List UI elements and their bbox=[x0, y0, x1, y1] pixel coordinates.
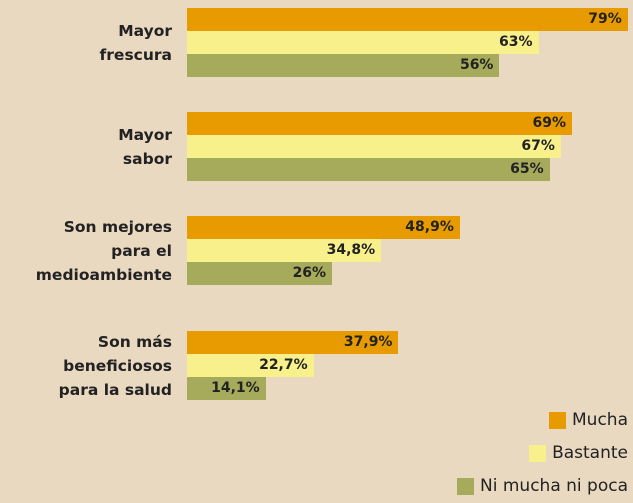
value-label: 69% bbox=[532, 115, 567, 131]
value-label: 79% bbox=[588, 11, 622, 27]
legend-label: Bastante bbox=[552, 443, 628, 463]
bar bbox=[187, 8, 628, 31]
bar bbox=[187, 31, 539, 54]
legend-swatch bbox=[457, 477, 475, 495]
bar bbox=[187, 377, 266, 400]
value-label: 56% bbox=[459, 57, 494, 73]
legend-label: Ni mucha ni poca bbox=[480, 476, 628, 496]
bar bbox=[187, 262, 333, 285]
value-label: 34,8% bbox=[326, 242, 376, 258]
value-label: 26% bbox=[292, 265, 327, 281]
value-label: 22,7% bbox=[259, 357, 308, 373]
category-label: Son más beneficiosos para la salud bbox=[58, 332, 172, 399]
value-label: 63% bbox=[499, 34, 533, 50]
bar bbox=[187, 135, 561, 158]
value-label: 65% bbox=[510, 161, 544, 177]
category-label: Mayor frescura bbox=[99, 21, 172, 64]
bar bbox=[187, 216, 460, 239]
bar bbox=[187, 54, 500, 77]
category-label: Son mejores para el medioambiente bbox=[35, 217, 172, 284]
bar bbox=[187, 112, 573, 135]
bar bbox=[187, 331, 399, 354]
bar bbox=[187, 158, 550, 181]
bar bbox=[187, 239, 382, 262]
legend-item: Mucha bbox=[549, 410, 628, 430]
legend-label: Mucha bbox=[572, 410, 628, 430]
value-label: 14,1% bbox=[211, 380, 260, 396]
value-label: 37,9% bbox=[343, 334, 393, 350]
value-label: 67% bbox=[521, 138, 555, 154]
legend-swatch bbox=[529, 444, 547, 462]
bar bbox=[187, 354, 314, 377]
legend-swatch bbox=[549, 411, 567, 429]
category-label: Mayor sabor bbox=[118, 125, 172, 168]
legend-item: Ni mucha ni poca bbox=[457, 476, 628, 496]
value-label: 48,9% bbox=[405, 219, 454, 235]
legend-item: Bastante bbox=[529, 443, 628, 463]
